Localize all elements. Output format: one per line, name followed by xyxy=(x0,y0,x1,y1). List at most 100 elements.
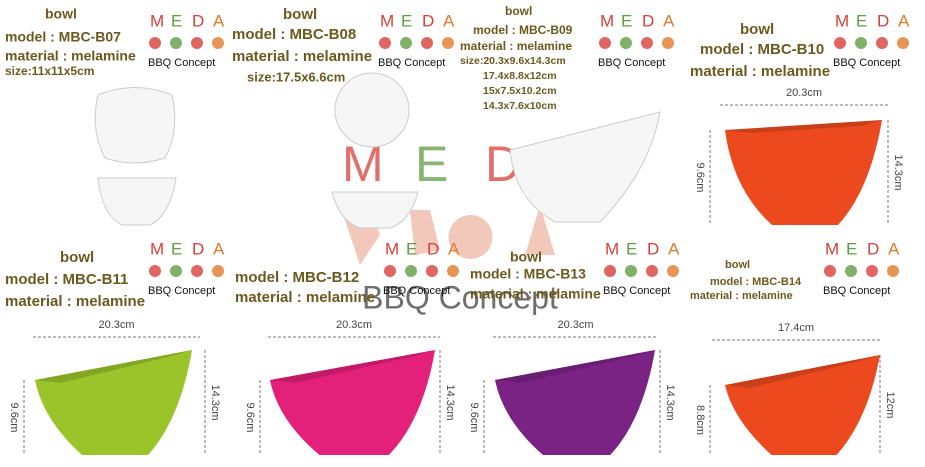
logo-letter: A xyxy=(448,239,460,258)
logo-icon xyxy=(646,265,658,277)
logo-icon xyxy=(641,37,653,49)
logo-icon xyxy=(625,265,637,277)
dimension-front: 9.6cm xyxy=(244,403,256,433)
product-size: size:20.3x9.6x14.3cm xyxy=(460,55,566,67)
logo-icon xyxy=(191,37,203,49)
logo-icon xyxy=(866,265,878,277)
dimension-back: 14.3cm xyxy=(892,154,904,190)
product-card: bowl model : MBC-B14 material : melamine 17… xyxy=(690,259,896,455)
dimension-back: 14.3cm xyxy=(664,384,676,420)
logo-icon xyxy=(620,37,632,49)
logo-letter: M xyxy=(835,11,849,30)
logo-letter: D xyxy=(427,239,439,258)
logo-icon xyxy=(834,37,846,49)
logo-icon xyxy=(845,265,857,277)
product-material: material : melamine xyxy=(232,48,372,65)
logo-icon xyxy=(421,37,433,49)
product-model: model : MBC-B08 xyxy=(232,26,356,43)
product-material: material : melamine xyxy=(5,293,145,310)
logo-tagline: BBQ Concept xyxy=(603,285,670,297)
logo-letter: M xyxy=(150,11,164,30)
product-card: bowl model : MBC-B08 material : melamine si… xyxy=(232,6,372,84)
dimension-back: 12cm xyxy=(884,392,896,419)
logo-tagline: BBQ Concept xyxy=(823,285,890,297)
dimension-front: 9.6cm xyxy=(8,403,20,433)
logo-icon xyxy=(426,265,438,277)
logo-tagline: BBQ Concept xyxy=(148,285,215,297)
product-size: 14.3x7.6x10cm xyxy=(483,100,557,112)
product-card: bowl model : MBC-B11 material : melamine 20… xyxy=(5,249,221,455)
product-size: 15x7.5x10.2cm xyxy=(483,85,557,97)
logo-letter: D xyxy=(642,11,654,30)
logo-icon xyxy=(149,37,161,49)
product-name: bowl xyxy=(740,21,774,38)
dimension-front: 8.8cm xyxy=(694,405,706,435)
product-name: bowl xyxy=(505,4,532,18)
bowl xyxy=(725,355,880,455)
bowl-rim xyxy=(495,350,655,383)
logo-icon xyxy=(447,265,459,277)
logo-icon xyxy=(170,265,182,277)
logo-icon xyxy=(887,265,899,277)
dimension-front: 9.6cm xyxy=(694,163,706,193)
dimension-width: 20.3cm xyxy=(98,319,134,331)
bowl xyxy=(725,120,882,225)
dimension-back: 14.3cm xyxy=(444,384,456,420)
product-material: material : melamine xyxy=(690,63,830,80)
logo-letter: M xyxy=(385,239,399,258)
product-model: model : MBC-B11 xyxy=(5,271,128,288)
logo-icon xyxy=(599,37,611,49)
product-material: material : melamine xyxy=(235,289,375,306)
logo-letter: D xyxy=(877,11,889,30)
product-model: model : MBC-B14 xyxy=(710,276,802,288)
dimension-front: 9.6cm xyxy=(468,403,480,433)
logo-letter: D xyxy=(422,11,434,30)
logo-letter: A xyxy=(443,11,455,30)
logo-icon xyxy=(170,37,182,49)
logo-letter: M xyxy=(380,11,394,30)
dimension-width: 17.4cm xyxy=(778,322,814,334)
product-size: size:11x11x5cm xyxy=(5,64,94,78)
logo-letter: M xyxy=(825,239,839,258)
logo-icon xyxy=(191,265,203,277)
bowl xyxy=(270,350,435,455)
logo-icon xyxy=(400,37,412,49)
product-model: model : MBC-B12 xyxy=(235,269,359,286)
logo-letter: M xyxy=(150,239,164,258)
white-bowl xyxy=(334,72,410,148)
logo-letter: M xyxy=(600,11,614,30)
logo-letter: D xyxy=(192,239,204,258)
dimension-width: 20.3cm xyxy=(557,319,593,331)
logo-letter: D xyxy=(867,239,879,258)
logo-icon xyxy=(442,37,454,49)
logo-letter: A xyxy=(213,239,225,258)
product-name: bowl xyxy=(45,6,77,22)
dimension-width: 20.3cm xyxy=(786,87,822,99)
bowl-rim xyxy=(725,120,882,133)
product-name: bowl xyxy=(60,249,94,266)
product-size: 17.4x8.8x12cm xyxy=(483,70,557,82)
logo-icon xyxy=(876,37,888,49)
product-material: material : melamine xyxy=(5,48,136,64)
logo-icon xyxy=(149,265,161,277)
product-material: material : melamine xyxy=(470,286,601,302)
logo-letter: E xyxy=(171,239,182,258)
product-card: bowl model : MBC-B10 material : melamine 20… xyxy=(690,21,904,225)
logo-letter: E xyxy=(401,11,412,30)
logo-letter: E xyxy=(621,11,632,30)
watermark-letter: E xyxy=(415,136,448,192)
logo-tagline: BBQ Concept xyxy=(598,57,665,69)
logo-letter: A xyxy=(888,239,900,258)
logo-letter: E xyxy=(626,239,637,258)
product-size: size:17.5x6.6cm xyxy=(247,69,345,84)
logo-letter: D xyxy=(192,11,204,30)
logo-tagline: BBQ Concept xyxy=(383,285,450,297)
logo-icon xyxy=(855,37,867,49)
watermark-tagline: BBQ Concept xyxy=(362,279,558,315)
logo-letter: A xyxy=(668,239,680,258)
bowl xyxy=(495,350,655,455)
logo-tagline: BBQ Concept xyxy=(378,57,445,69)
logo-icon xyxy=(379,37,391,49)
